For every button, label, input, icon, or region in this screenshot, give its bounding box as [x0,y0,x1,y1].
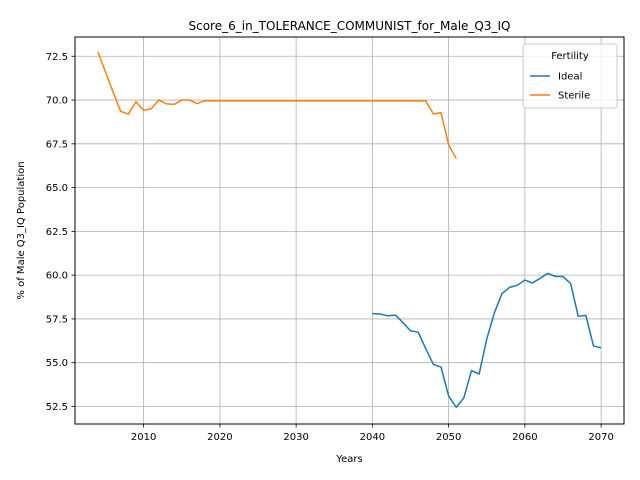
plot-frame [74,36,625,425]
y-tick-label: 55.0 [46,358,68,369]
x-tick-label: 2070 [588,432,613,443]
legend-label-sterile: Sterile [558,91,590,102]
y-tick-label: 70.0 [46,96,68,107]
axis-ticks: 2010 2020 2030 2040 2050 2060 2070 52.5 55.0 57.5… [46,52,614,443]
y-tick-label: 72.5 [46,52,68,63]
legend: Fertility Ideal Sterile [522,43,618,109]
x-tick-label: 2020 [207,432,232,443]
y-tick-label: 57.5 [46,314,68,325]
chart-title: Score_6_in_TOLERANCE_COMMUNIST_for_Male_… [189,19,511,33]
y-tick-label: 62.5 [46,227,68,238]
x-tick-label: 2050 [436,432,461,443]
x-tick-label: 2010 [131,432,156,443]
x-tick-label: 2040 [360,432,385,443]
y-tick-label: 67.5 [46,139,68,150]
series-line-sterile [97,51,457,160]
legend-title: Fertility [551,51,589,62]
legend-label-ideal: Ideal [558,72,582,83]
y-axis-label: % of Male Q3_IQ Population [16,161,27,299]
y-tick-label: 52.5 [46,402,68,413]
legend-box [522,43,618,109]
x-tick-label: 2060 [512,432,537,443]
y-tick-label: 60.0 [46,271,68,282]
y-tick-label: 65.0 [46,183,68,194]
x-tick-label: 2030 [283,432,308,443]
plot-lines [97,51,602,409]
x-axis-label: Years [335,454,362,465]
series-line-ideal [372,272,602,409]
